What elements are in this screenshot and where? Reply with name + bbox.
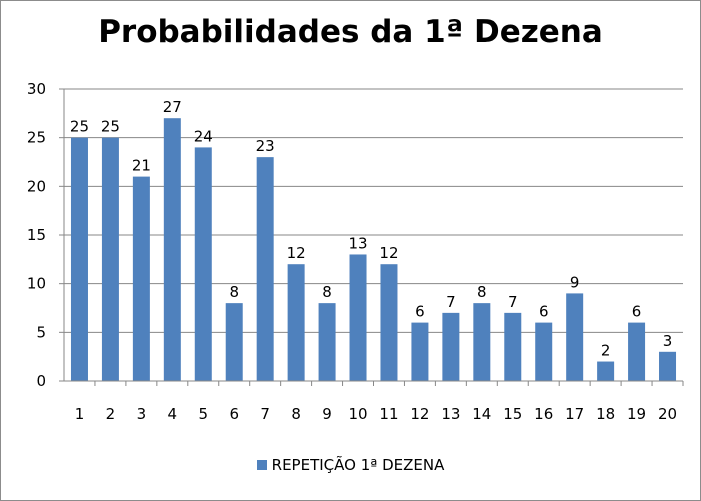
bar xyxy=(597,361,615,381)
x-tick-label: 5 xyxy=(199,405,209,423)
data-label: 2 xyxy=(601,342,611,360)
bar xyxy=(163,118,181,381)
x-tick-label: 2 xyxy=(106,405,116,423)
x-tick-label: 12 xyxy=(410,405,429,423)
x-tick-label: 13 xyxy=(441,405,460,423)
legend: REPETIÇÃO 1ª DEZENA xyxy=(0,456,701,474)
data-label: 25 xyxy=(70,118,89,136)
x-tick-label: 9 xyxy=(322,405,332,423)
data-label: 8 xyxy=(229,283,239,301)
bar xyxy=(132,176,150,381)
data-label: 6 xyxy=(415,303,425,321)
x-tick-label: 16 xyxy=(534,405,553,423)
data-label: 24 xyxy=(194,127,213,145)
y-tick-label: 10 xyxy=(27,275,46,293)
y-tick-label: 20 xyxy=(27,177,46,195)
bar xyxy=(225,303,243,381)
x-axis: 1 2 3 4 5 6 7 8 9 10 11 12 13 14 15 16 17 18 19 20 xyxy=(64,380,684,423)
x-tick-label: 8 xyxy=(291,405,301,423)
bar xyxy=(287,264,305,381)
x-tick-label: 20 xyxy=(658,405,677,423)
data-label: 27 xyxy=(163,98,182,116)
x-tick-label: 10 xyxy=(348,405,367,423)
y-tick-label: 5 xyxy=(36,323,46,341)
data-label: 21 xyxy=(132,157,151,175)
bar xyxy=(70,137,88,381)
x-tick-label: 11 xyxy=(379,405,398,423)
data-label: 7 xyxy=(508,293,518,311)
bar xyxy=(473,303,491,381)
x-tick-label: 17 xyxy=(565,405,584,423)
data-label: 12 xyxy=(379,244,398,262)
x-tick-label: 15 xyxy=(503,405,522,423)
bar xyxy=(101,137,119,381)
bar xyxy=(442,312,460,381)
x-tick-label: 4 xyxy=(168,405,178,423)
y-tick-label: 25 xyxy=(27,129,46,147)
data-label: 6 xyxy=(632,303,642,321)
bar xyxy=(411,322,429,381)
data-label: 12 xyxy=(287,244,306,262)
data-labels: 25 25 21 27 24 8 23 12 8 13 12 6 7 8 7 6 9 2 6 3 xyxy=(70,98,672,359)
bar xyxy=(628,322,646,381)
data-label: 3 xyxy=(663,332,673,350)
bars xyxy=(70,118,677,381)
data-label: 8 xyxy=(477,283,487,301)
x-tick-label: 18 xyxy=(596,405,615,423)
bar xyxy=(194,147,212,381)
data-label: 6 xyxy=(539,303,549,321)
y-axis: 0 5 10 15 20 25 30 xyxy=(27,80,65,390)
data-label: 8 xyxy=(322,283,332,301)
bar xyxy=(380,264,398,381)
chart-title: Probabilidades da 1ª Dezena xyxy=(98,14,603,50)
bar xyxy=(256,157,274,381)
bar xyxy=(659,351,677,381)
bar xyxy=(535,322,553,381)
y-tick-label: 15 xyxy=(27,226,46,244)
data-label: 9 xyxy=(570,273,580,291)
y-tick-label: 0 xyxy=(36,372,46,390)
data-label: 25 xyxy=(101,118,120,136)
data-label: 13 xyxy=(348,234,367,252)
x-tick-label: 6 xyxy=(229,405,239,423)
data-label: 23 xyxy=(256,137,275,155)
gridlines xyxy=(64,88,683,333)
x-tick-label: 19 xyxy=(627,405,646,423)
x-tick-label: 1 xyxy=(75,405,85,423)
x-tick-label: 7 xyxy=(260,405,270,423)
bar xyxy=(566,293,584,381)
bar xyxy=(504,312,522,381)
x-tick-label: 3 xyxy=(137,405,147,423)
bar xyxy=(349,254,367,381)
legend-swatch xyxy=(256,460,267,470)
data-label: 7 xyxy=(446,293,456,311)
bar xyxy=(318,303,336,381)
legend-label: REPETIÇÃO 1ª DEZENA xyxy=(271,456,445,474)
y-tick-label: 30 xyxy=(27,80,46,98)
x-tick-label: 14 xyxy=(472,405,491,423)
